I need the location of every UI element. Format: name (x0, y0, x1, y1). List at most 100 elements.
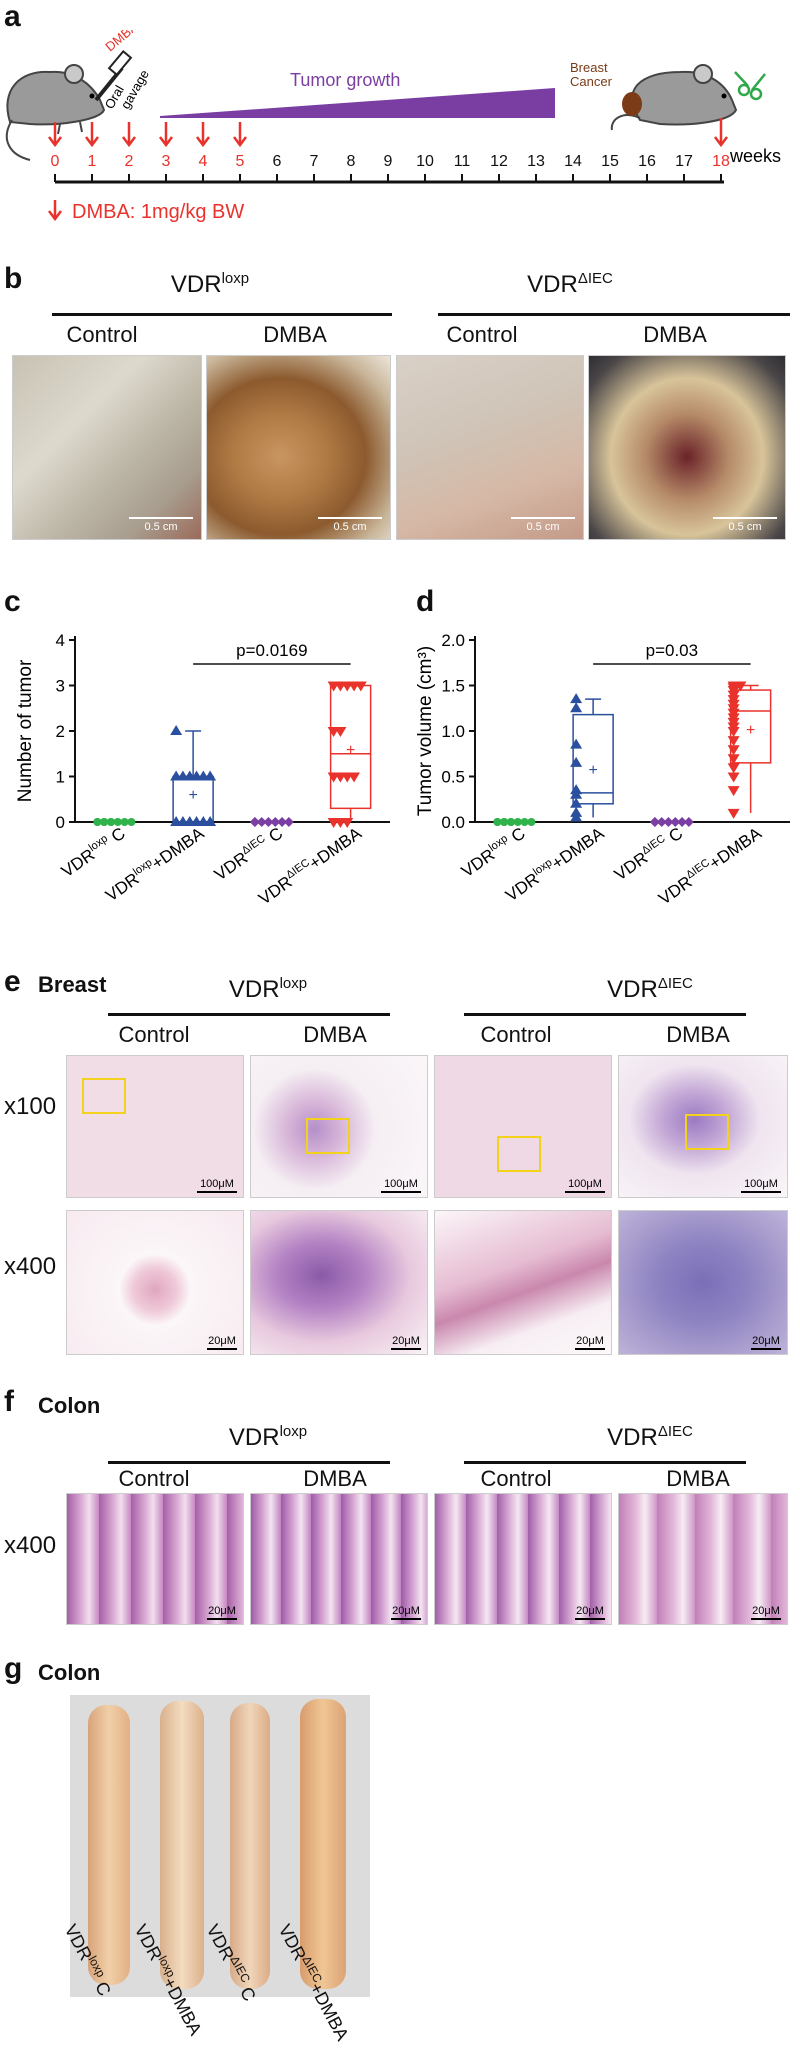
group-sup: ΔIEC (657, 1423, 693, 1440)
histology-breast-iec-dmba-x100: 100μM (618, 1055, 788, 1198)
section-title-colon: Colon (38, 1660, 101, 1685)
label-control: Control (118, 1466, 190, 1491)
data-point (513, 818, 522, 826)
data-point (348, 772, 361, 783)
scale-bar: 20μM (575, 1605, 605, 1620)
data-point (283, 817, 294, 827)
timeline-axis (54, 174, 724, 184)
p-value-label: p=0.03 (646, 641, 698, 660)
dose-arrow-head (48, 136, 62, 148)
week-tick-label: 10 (416, 153, 434, 170)
group-header-vdr-iec: VDRΔIEC (470, 270, 670, 299)
panel-a-timeline: DMBA Oral gavage Tumor growth Breast Can… (5, 30, 781, 223)
data-point (93, 818, 102, 826)
panel-c-letter: c (4, 585, 21, 618)
dmba-label: DMBA (102, 30, 141, 54)
y-tick-label: 3 (56, 677, 65, 696)
data-point (570, 738, 583, 749)
dose-text: DMBA: 1mg/kg BW (72, 201, 244, 223)
dose-arrow-icon (48, 200, 62, 222)
data-point (570, 806, 583, 817)
histology-breast-loxp-control-x100: 100μM (66, 1055, 244, 1198)
scale-bar: 20μM (391, 1335, 421, 1350)
divider-f-left (108, 1461, 390, 1464)
week-tick-label: 5 (236, 153, 245, 170)
panel-g-letter: g (4, 1652, 23, 1685)
divider-b-right (438, 313, 790, 316)
weeks-label: weeks (729, 146, 781, 166)
scale-bar: 100μM (565, 1178, 605, 1193)
section-title-colon: Colon (38, 1393, 101, 1418)
box-mean-marker: + (188, 787, 197, 804)
mag-label-x100: x100 (4, 1093, 57, 1120)
breast-label: Breast (570, 60, 608, 75)
week-tick-label: 6 (273, 153, 282, 170)
data-point (204, 770, 217, 781)
data-point (270, 817, 281, 827)
data-point (120, 818, 129, 826)
cancer-label: Cancer (570, 74, 613, 89)
label-control: Control (118, 1022, 190, 1047)
data-point (727, 736, 740, 747)
week-tick-label: 15 (601, 153, 619, 170)
label-dmba: DMBA (643, 322, 707, 347)
y-tick-label: 1 (56, 768, 65, 787)
histology-breast-loxp-dmba-x100: 100μM (250, 1055, 428, 1198)
colon-specimen-loxp-dmba (160, 1701, 204, 1989)
week-tick-label: 16 (638, 153, 656, 170)
scale-bar: 100μM (741, 1178, 781, 1193)
dose-arrow-head (196, 136, 210, 148)
week-tick-label: 2 (125, 153, 134, 170)
zoom-box (497, 1136, 541, 1172)
dose-arrow-head (85, 136, 99, 148)
label-control: Control (66, 322, 138, 347)
data-point (727, 683, 740, 694)
histology-breast-iec-dmba-x400: 20μM (618, 1210, 788, 1355)
scale-bar: 100μM (197, 1178, 237, 1193)
group-header-vdr-loxp: VDRloxp (158, 975, 378, 1004)
dose-arrow-head (159, 136, 173, 148)
histology-colon-iec-dmba: 20μM (618, 1493, 788, 1625)
divider-b-left (52, 313, 392, 316)
data-point (506, 818, 515, 826)
label-dmba: DMBA (666, 1022, 730, 1047)
data-point (670, 817, 681, 827)
panel-e-letter: e (4, 965, 21, 998)
box-mean-marker: + (746, 722, 755, 739)
week-tick-label: 18 (712, 153, 730, 170)
week-tick-label: 0 (51, 153, 60, 170)
group-sup: loxp (279, 1423, 308, 1440)
x-category-label: VDRΔIEC C (210, 823, 286, 884)
week-tick-label: 8 (347, 153, 356, 170)
group-header-vdr-iec: VDRΔIEC (540, 1423, 760, 1452)
mouse-icon-right (610, 64, 738, 131)
data-point (113, 818, 122, 826)
mouse-icon-left (5, 64, 106, 161)
x-category-label: VDRloxp C (57, 823, 128, 881)
divider-e-left (108, 1013, 390, 1016)
data-point (656, 817, 667, 827)
chart-tumor-number: 0 1 2 3 4 Number of tumor p=0.0169 + + VDRloxp C V… (15, 631, 390, 908)
group-sup: ΔIEC (657, 975, 693, 992)
data-point (683, 817, 694, 827)
week-tick-label: 14 (564, 153, 582, 170)
photo-vdr-iec-control: 0.5 cm (396, 355, 584, 540)
y-axis-label: Number of tumor (15, 659, 36, 802)
photo-vdr-loxp-dmba: 0.5 cm (206, 355, 391, 540)
group-base: VDR (527, 271, 578, 298)
colon-specimen-iec-dmba (300, 1699, 346, 1989)
data-point (334, 727, 347, 737)
data-point (727, 763, 740, 774)
photo-vdr-iec-dmba: 0.5 cm (588, 355, 786, 540)
data-point (277, 817, 288, 827)
y-tick-label: 1.0 (441, 722, 465, 741)
tumor-growth-label: Tumor growth (290, 70, 400, 90)
scale-bar: 0.5 cm (318, 517, 382, 533)
label-dmba: DMBA (303, 1466, 367, 1491)
data-point (727, 772, 740, 783)
group-sup: ΔIEC (577, 270, 613, 287)
data-point (170, 725, 183, 735)
box-iqr (572, 713, 614, 805)
data-point (570, 756, 583, 767)
scissors-icon (734, 71, 766, 101)
